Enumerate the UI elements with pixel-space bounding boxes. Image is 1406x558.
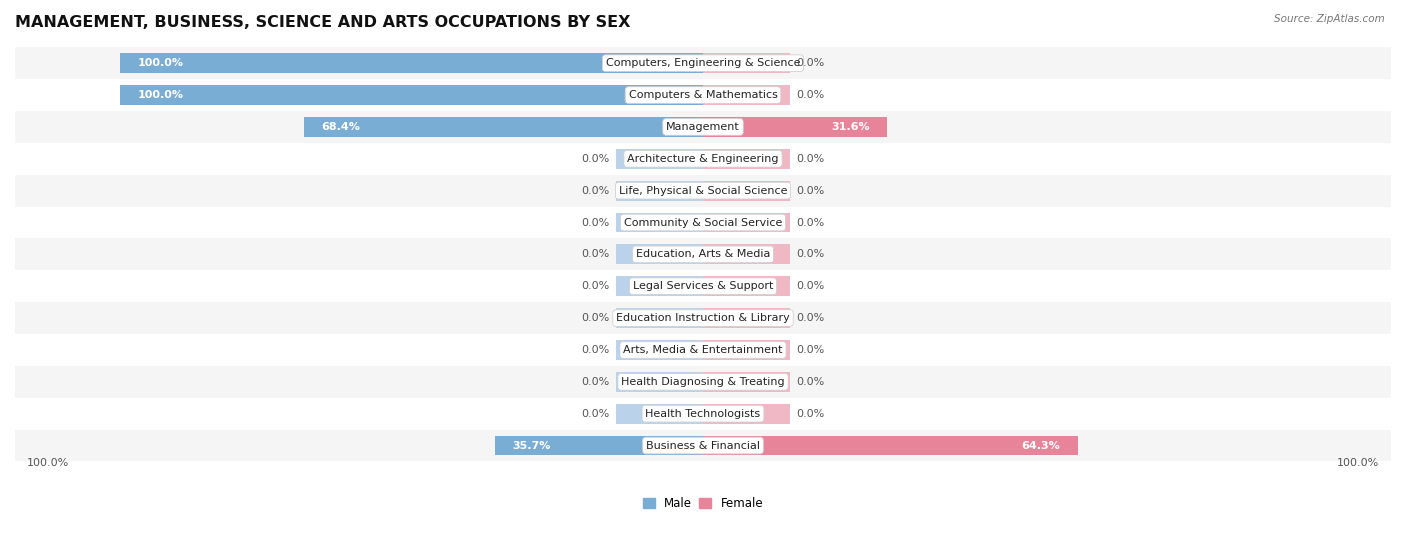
Text: 100.0%: 100.0% (138, 58, 183, 68)
Text: 0.0%: 0.0% (796, 218, 824, 228)
Legend: Male, Female: Male, Female (638, 493, 768, 515)
Bar (15, 238, 1391, 270)
Text: 100.0%: 100.0% (138, 90, 183, 100)
Bar (703, 244, 790, 264)
Text: 0.0%: 0.0% (582, 408, 610, 418)
Text: 64.3%: 64.3% (1022, 441, 1060, 450)
Text: 0.0%: 0.0% (582, 249, 610, 259)
Bar (15, 111, 1391, 143)
Bar (15, 366, 1391, 398)
Text: 0.0%: 0.0% (796, 281, 824, 291)
Text: 35.7%: 35.7% (512, 441, 551, 450)
Bar (703, 85, 790, 105)
Text: 31.6%: 31.6% (831, 122, 870, 132)
Bar (120, 54, 703, 73)
Bar (703, 372, 790, 392)
Bar (616, 308, 703, 328)
Text: 100.0%: 100.0% (27, 459, 69, 469)
Bar (495, 436, 703, 455)
Bar (304, 117, 703, 137)
Text: 0.0%: 0.0% (796, 377, 824, 387)
Bar (15, 206, 1391, 238)
Text: Source: ZipAtlas.com: Source: ZipAtlas.com (1274, 14, 1385, 24)
Bar (15, 79, 1391, 111)
Text: 0.0%: 0.0% (796, 154, 824, 164)
Text: Architecture & Engineering: Architecture & Engineering (627, 154, 779, 164)
Bar (616, 340, 703, 360)
Bar (616, 149, 703, 169)
Text: Legal Services & Support: Legal Services & Support (633, 281, 773, 291)
Text: 0.0%: 0.0% (796, 313, 824, 323)
Bar (15, 143, 1391, 175)
Bar (616, 181, 703, 200)
Text: 0.0%: 0.0% (582, 218, 610, 228)
Bar (15, 270, 1391, 302)
Bar (616, 213, 703, 232)
Bar (703, 308, 790, 328)
Bar (15, 430, 1391, 461)
Text: Community & Social Service: Community & Social Service (624, 218, 782, 228)
Bar (703, 213, 790, 232)
Text: Management: Management (666, 122, 740, 132)
Bar (15, 302, 1391, 334)
Text: 0.0%: 0.0% (796, 58, 824, 68)
Bar (120, 85, 703, 105)
Bar (703, 436, 1078, 455)
Text: 100.0%: 100.0% (1337, 459, 1379, 469)
Text: Health Diagnosing & Treating: Health Diagnosing & Treating (621, 377, 785, 387)
Bar (120, 54, 703, 73)
Text: Education, Arts & Media: Education, Arts & Media (636, 249, 770, 259)
Text: Education Instruction & Library: Education Instruction & Library (616, 313, 790, 323)
Bar (616, 372, 703, 392)
Bar (703, 149, 790, 169)
Text: 0.0%: 0.0% (582, 281, 610, 291)
Text: 68.4%: 68.4% (322, 122, 360, 132)
Text: 0.0%: 0.0% (582, 154, 610, 164)
Text: Arts, Media & Entertainment: Arts, Media & Entertainment (623, 345, 783, 355)
Text: Life, Physical & Social Science: Life, Physical & Social Science (619, 186, 787, 196)
Bar (15, 47, 1391, 79)
Text: MANAGEMENT, BUSINESS, SCIENCE AND ARTS OCCUPATIONS BY SEX: MANAGEMENT, BUSINESS, SCIENCE AND ARTS O… (15, 15, 630, 30)
Text: 0.0%: 0.0% (582, 377, 610, 387)
Bar (703, 117, 887, 137)
Bar (15, 398, 1391, 430)
Text: 0.0%: 0.0% (796, 186, 824, 196)
Bar (703, 436, 1078, 455)
Bar (15, 175, 1391, 206)
Text: 0.0%: 0.0% (796, 408, 824, 418)
Bar (703, 276, 790, 296)
Text: 0.0%: 0.0% (796, 90, 824, 100)
Text: Business & Financial: Business & Financial (645, 441, 761, 450)
Bar (703, 54, 790, 73)
Bar (616, 244, 703, 264)
Text: 0.0%: 0.0% (796, 345, 824, 355)
Bar (703, 117, 887, 137)
Bar (304, 117, 703, 137)
Bar (120, 85, 703, 105)
Text: 0.0%: 0.0% (582, 313, 610, 323)
Text: Health Technologists: Health Technologists (645, 408, 761, 418)
Text: Computers, Engineering & Science: Computers, Engineering & Science (606, 58, 800, 68)
Bar (616, 404, 703, 424)
Bar (703, 181, 790, 200)
Bar (495, 436, 703, 455)
Text: 0.0%: 0.0% (796, 249, 824, 259)
Text: 0.0%: 0.0% (582, 186, 610, 196)
Text: 0.0%: 0.0% (582, 345, 610, 355)
Bar (15, 334, 1391, 366)
Bar (703, 404, 790, 424)
Text: Computers & Mathematics: Computers & Mathematics (628, 90, 778, 100)
Bar (616, 276, 703, 296)
Bar (703, 340, 790, 360)
